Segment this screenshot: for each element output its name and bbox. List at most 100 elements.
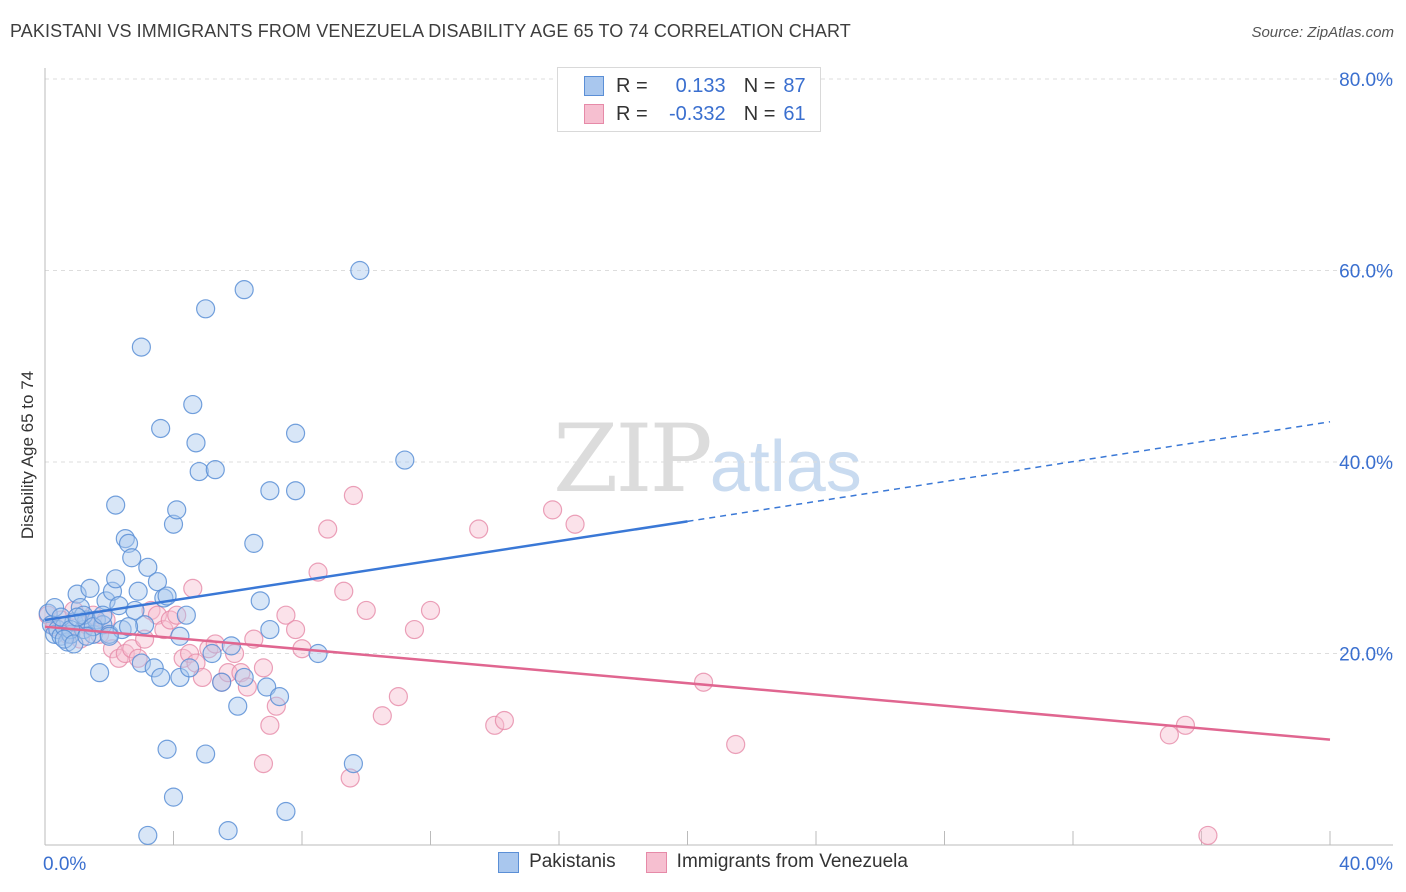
pakistani-point [260,481,280,501]
pakistani-point [186,433,206,453]
venezuela-point [1198,825,1218,846]
venezuela-point [102,639,123,659]
y-tick-label: 60.0% [1339,262,1393,283]
legend-row-pakistanis: R = 0.133 N = 87 [584,73,806,99]
legend-r-label: R = [616,74,648,97]
legend-item-pakistanis[interactable]: Pakistanis [498,851,616,873]
venezuela-point [285,619,306,640]
pakistani-point [308,643,328,664]
venezuela-point [192,667,213,688]
pakistani-point [163,514,184,534]
pakistani-point [54,629,74,649]
pakistani-point [234,280,254,300]
pakistani-point [228,696,248,716]
pakistani-point [45,597,65,618]
pakistani-point [138,557,158,577]
venezuela-point [154,619,174,640]
legend-n-label: N = [743,102,776,125]
pakistani-point [151,418,171,439]
pakistani-point [218,821,238,841]
legend-swatch-pink [584,104,604,124]
legend-swatch-blue [498,851,520,873]
y-tick-label: 20.0% [1339,645,1393,666]
chart-title: PAKISTANI VS IMMIGRANTS FROM VENEZUELA D… [10,21,851,41]
legend-item-venezuela[interactable]: Immigrants from Venezuela [645,851,908,873]
legend-n-value: 87 [783,74,806,97]
venezuela-point [726,734,746,755]
venezuela-point [122,639,142,659]
venezuela-point [276,605,296,625]
pakistani-point [221,636,241,656]
venezuela-point [485,715,505,735]
venezuela-point [565,514,585,534]
venezuela-point [469,519,489,539]
pakistani-point [147,572,168,592]
venezuela-point [167,605,187,625]
pakistani-point [234,667,254,688]
pakistani-point [269,686,290,707]
pakistani-point [196,299,216,319]
pakistani-point [176,605,196,625]
pakistani-point [99,626,119,646]
x-tick-label: 0.0% [43,854,86,875]
pakistani-point [350,260,370,281]
pakistani-point [189,461,209,482]
venezuela-point [260,715,280,735]
watermark-atlas: atlas [709,427,862,507]
pakistani-point [257,677,277,697]
pakistani-point [138,825,158,846]
pakistani-point [157,739,177,759]
pakistani-point [131,653,151,673]
pakistani-point [196,744,216,764]
pakistani-point [205,460,225,480]
legend-label-pakistanis: Pakistanis [529,851,616,872]
pakistani-point [395,450,415,470]
pakistani-point [179,658,200,678]
venezuela-point [542,500,563,520]
pakistani-point [260,619,280,640]
watermark: ZIPatlas [553,405,862,514]
pakistani-point [106,569,126,589]
venezuela-point [343,485,363,506]
venezuela-point [253,658,274,678]
venezuela-point [356,600,376,621]
pakistani-point [285,481,306,501]
venezuela-point [1159,725,1179,745]
pakistani-point [106,495,126,515]
venezuela-point [253,754,274,774]
pakistani-trendline-extension [687,421,1331,523]
stats-legend: R = 0.133 N = 87 R = -0.332 N = 61 [557,67,821,132]
venezuela-point [494,710,514,731]
pakistani-point [244,533,264,553]
pakistani-point [183,394,203,415]
pakistani-point [102,581,123,601]
legend-swatch-blue [584,76,604,96]
source-label: Source: ZipAtlas.com [1251,24,1394,41]
pakistani-point [276,801,296,822]
venezuela-point [693,672,714,692]
watermark-zip: ZIP [553,405,713,514]
venezuela-point [147,605,168,625]
venezuela-point [340,768,360,788]
legend-label-venezuela: Immigrants from Venezuela [676,851,908,872]
venezuela-trendline [44,625,1331,741]
pakistani-point [250,591,270,611]
pakistani-point [118,533,139,553]
venezuela-point [183,578,203,598]
legend-r-value: 0.133 [675,74,726,97]
pakistani-point [80,578,100,598]
y-tick-label: 80.0% [1339,70,1393,91]
x-tick-label: 40.0% [1339,854,1393,875]
series-legend: Pakistanis Immigrants from Venezuela [0,851,1406,873]
venezuela-point [179,643,200,664]
pakistani-point [170,626,190,646]
legend-n-value: 61 [783,102,806,125]
pakistani-point [122,548,142,568]
pakistani-trendline [44,520,688,622]
pakistani-point [131,337,151,357]
venezuela-point [420,600,441,621]
pakistani-point [134,615,155,635]
pakistani-point [163,787,184,807]
pakistani-point [151,667,171,688]
